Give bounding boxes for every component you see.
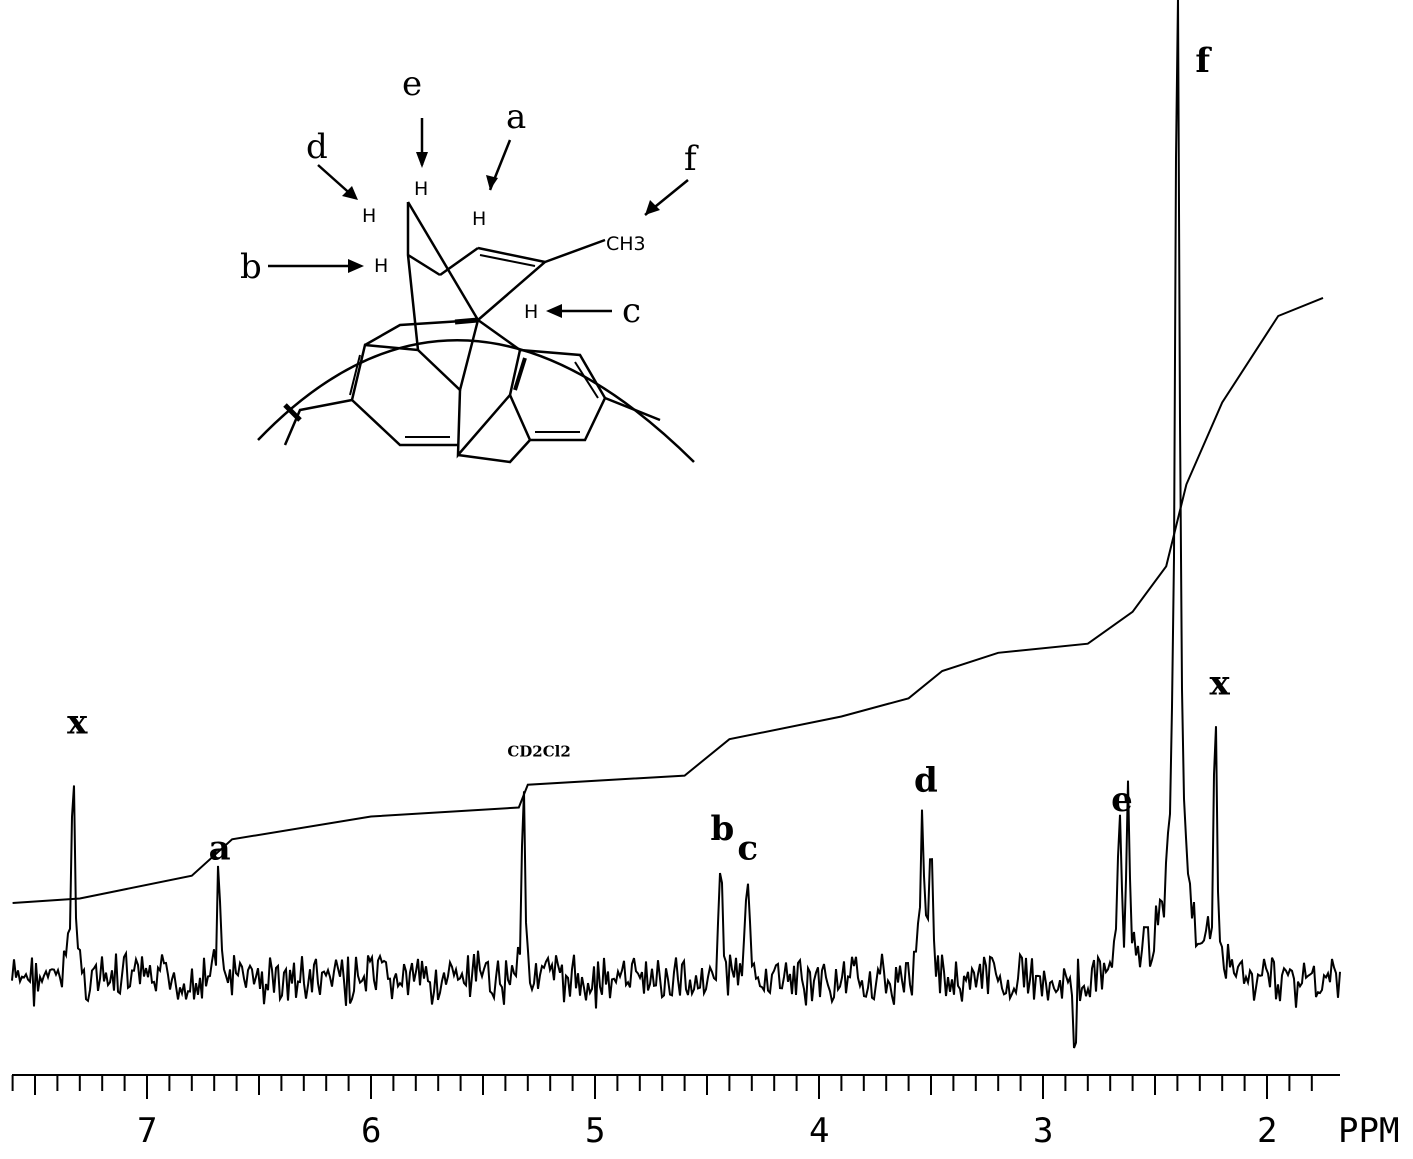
- peak-label-a: a: [209, 828, 231, 868]
- arrowheads: [342, 152, 660, 318]
- structure-labels: e a d f b c H H H H H CH3: [240, 64, 699, 331]
- struct-label-d: d: [306, 127, 328, 167]
- peak-label-d: d: [914, 760, 938, 800]
- tick-label-4: 4: [809, 1111, 829, 1151]
- peak-label-e: e: [1111, 780, 1133, 820]
- struct-h-c: H: [524, 301, 538, 323]
- peak-label-c: c: [737, 828, 758, 868]
- struct-methyl: CH3: [606, 233, 646, 255]
- fullerene-arc: [257, 339, 695, 463]
- tick-label-6: 6: [361, 1111, 381, 1151]
- struct-label-e: e: [402, 64, 422, 104]
- spectrum-trace: [11, 0, 1341, 1049]
- peak-label-x: x: [67, 703, 88, 743]
- struct-h-b: H: [374, 255, 388, 277]
- struct-label-b: b: [240, 247, 262, 287]
- tick-label-5: 5: [585, 1111, 605, 1151]
- struct-label-a: a: [506, 97, 526, 137]
- struct-label-c: c: [622, 291, 641, 331]
- struct-h-a: H: [472, 208, 486, 230]
- peak-label-b: b: [710, 809, 734, 849]
- x-axis-unit-label: PPM: [1338, 1111, 1399, 1151]
- x-axis-ticks: 7 6 5 4 3 2: [11, 1075, 1313, 1151]
- peak-label-f: f: [1195, 41, 1212, 81]
- struct-label-f: f: [684, 139, 699, 179]
- tick-label-2: 2: [1257, 1111, 1277, 1151]
- tick-label-7: 7: [137, 1111, 157, 1151]
- integral-trace: [12, 296, 1324, 904]
- peak-label-x: x: [1209, 664, 1230, 704]
- struct-h-e: H: [414, 178, 428, 200]
- tick-label-3: 3: [1033, 1111, 1053, 1151]
- struct-h-d: H: [362, 205, 376, 227]
- molecule-structure: [257, 118, 695, 464]
- peak-label-cd2cl2: CD2Cl2: [507, 743, 570, 761]
